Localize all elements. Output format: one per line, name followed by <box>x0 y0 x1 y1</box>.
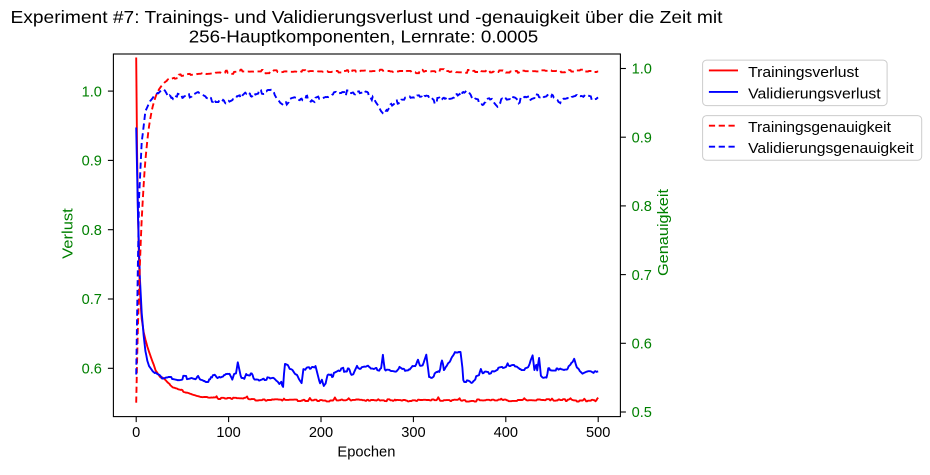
svg-text:1.0: 1.0 <box>82 84 102 100</box>
svg-text:Validierungsverlust: Validierungsverlust <box>748 86 881 102</box>
svg-text:0: 0 <box>132 425 140 441</box>
svg-text:0.8: 0.8 <box>632 199 652 215</box>
svg-text:0.6: 0.6 <box>82 362 102 378</box>
svg-text:0.7: 0.7 <box>82 292 102 308</box>
svg-text:400: 400 <box>494 425 518 441</box>
svg-text:100: 100 <box>216 425 240 441</box>
svg-text:Experiment #7: Trainings- und: Experiment #7: Trainings- und Validierun… <box>11 7 723 27</box>
svg-text:0.7: 0.7 <box>632 268 652 284</box>
svg-text:0.8: 0.8 <box>82 223 102 239</box>
svg-text:300: 300 <box>401 425 425 441</box>
svg-text:Epochen: Epochen <box>337 445 395 461</box>
svg-text:Verlust: Verlust <box>61 208 77 259</box>
svg-text:1.0: 1.0 <box>632 62 652 78</box>
svg-text:Genauigkeit: Genauigkeit <box>656 189 672 276</box>
svg-text:0.5: 0.5 <box>632 405 652 421</box>
svg-text:0.6: 0.6 <box>632 337 652 353</box>
svg-text:256-Hauptkomponenten, Lernrate: 256-Hauptkomponenten, Lernrate: 0.0005 <box>189 27 539 47</box>
svg-text:500: 500 <box>586 425 610 441</box>
svg-text:Trainingsverlust: Trainingsverlust <box>748 65 859 81</box>
svg-text:Validierungsgenauigkeit: Validierungsgenauigkeit <box>748 141 914 157</box>
svg-text:0.9: 0.9 <box>632 130 652 146</box>
svg-text:0.9: 0.9 <box>82 154 102 170</box>
svg-text:Trainingsgenauigkeit: Trainingsgenauigkeit <box>748 120 891 136</box>
svg-text:200: 200 <box>309 425 333 441</box>
